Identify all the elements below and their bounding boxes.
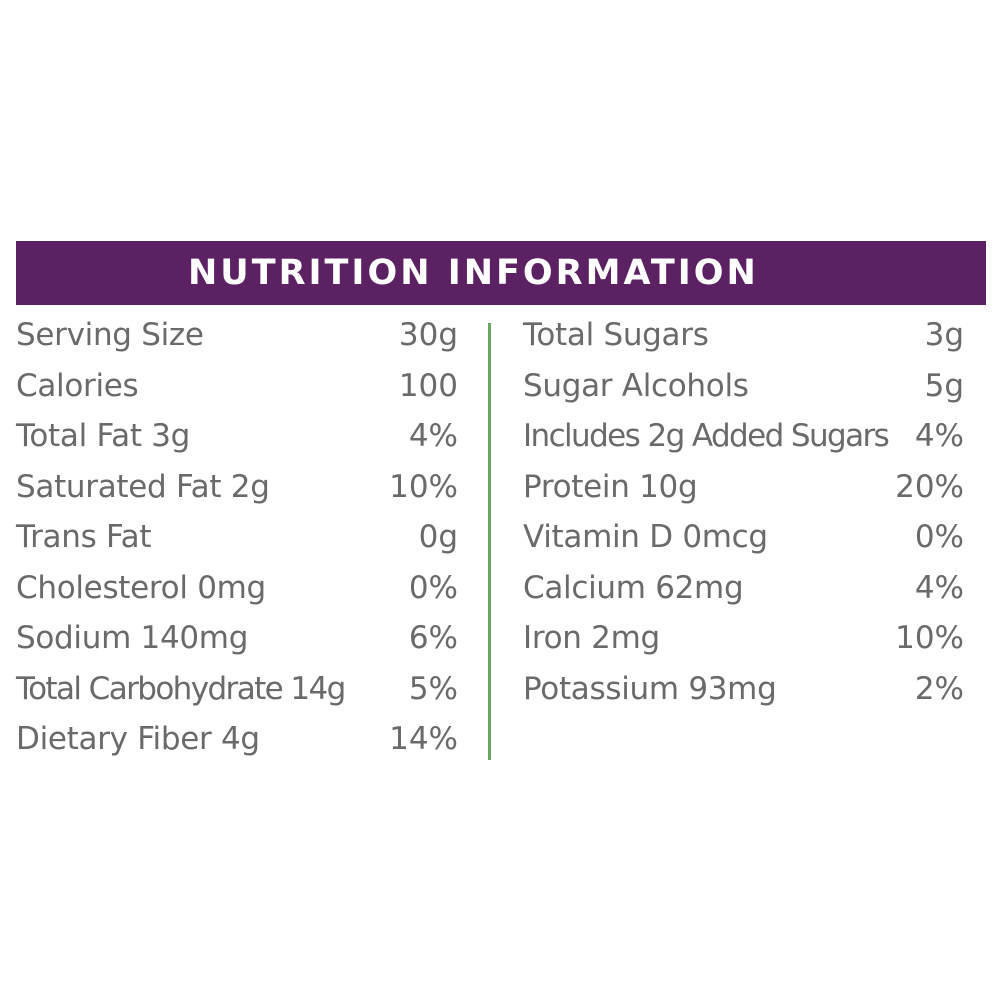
nutrient-value: 20% <box>895 468 964 505</box>
nutrient-label: Protein 10g <box>523 468 698 505</box>
nutrient-row-sodium: Sodium 140mg 6% <box>16 620 458 671</box>
nutrient-row-total-sugars: Total Sugars 3g <box>523 317 964 368</box>
nutrient-value: 10% <box>389 468 458 505</box>
nutrient-value: 4% <box>914 569 964 606</box>
nutrient-label: Calcium 62mg <box>523 569 744 606</box>
nutrient-value: 5% <box>408 670 458 707</box>
nutrient-row-sugar-alcohols: Sugar Alcohols 5g <box>523 368 964 419</box>
nutrient-row-total-carbohydrate: Total Carbohydrate 14g 5% <box>16 671 458 722</box>
nutrient-label: Sodium 140mg <box>16 620 249 656</box>
nutrient-label: Cholesterol 0mg <box>16 569 266 606</box>
nutrient-value: 0g <box>418 519 458 555</box>
nutrient-row-iron: Iron 2mg 10% <box>523 620 964 671</box>
nutrient-value: 0% <box>408 569 458 606</box>
nutrient-row-serving-size: Serving Size 30g <box>16 317 458 368</box>
nutrient-label: Serving Size <box>16 317 204 353</box>
nutrient-label: Saturated Fat 2g <box>16 468 270 505</box>
nutrient-row-calories: Calories 100 <box>16 368 458 419</box>
nutrient-value: 30g <box>398 317 458 353</box>
nutrient-value: 3g <box>924 317 964 353</box>
nutrient-label: Potassium 93mg <box>523 670 777 707</box>
nutrient-row-trans-fat: Trans Fat 0g <box>16 519 458 570</box>
nutrition-panel: NUTRITION INFORMATION Serving Size 30g C… <box>16 241 986 765</box>
nutrient-value: 6% <box>408 620 458 656</box>
nutrient-row-total-fat: Total Fat 3g 4% <box>16 418 458 469</box>
nutrient-label: Trans Fat <box>16 519 152 555</box>
nutrient-row-potassium: Potassium 93mg 2% <box>523 671 964 722</box>
nutrient-value: 4% <box>408 418 458 454</box>
nutrition-body: Serving Size 30g Calories 100 Total Fat … <box>16 305 986 765</box>
nutrient-label: Vitamin D 0mcg <box>523 519 768 555</box>
nutrient-label: Dietary Fiber 4g <box>16 721 260 757</box>
nutrient-label: Calories <box>16 367 139 404</box>
left-column: Serving Size 30g Calories 100 Total Fat … <box>16 317 458 772</box>
nutrient-value: 14% <box>389 721 458 757</box>
nutrient-row-saturated-fat: Saturated Fat 2g 10% <box>16 469 458 520</box>
nutrition-header: NUTRITION INFORMATION <box>16 241 986 305</box>
nutrient-row-cholesterol: Cholesterol 0mg 0% <box>16 570 458 621</box>
nutrient-label: Sugar Alcohols <box>523 367 749 404</box>
nutrient-row-calcium: Calcium 62mg 4% <box>523 570 964 621</box>
nutrient-label: Includes 2g Added Sugars <box>523 418 890 454</box>
nutrition-title: NUTRITION INFORMATION <box>188 252 759 293</box>
column-divider <box>488 323 491 760</box>
nutrient-label: Total Fat 3g <box>16 418 191 454</box>
nutrient-value: 5g <box>924 367 964 404</box>
nutrient-value: 4% <box>914 418 964 454</box>
nutrient-row-added-sugars: Includes 2g Added Sugars 4% <box>523 418 964 469</box>
nutrient-row-vitamin-d: Vitamin D 0mcg 0% <box>523 519 964 570</box>
right-column: Total Sugars 3g Sugar Alcohols 5g Includ… <box>523 317 964 721</box>
nutrient-row-dietary-fiber: Dietary Fiber 4g 14% <box>16 721 458 772</box>
nutrient-value: 10% <box>895 620 964 656</box>
nutrient-label: Iron 2mg <box>523 620 660 656</box>
nutrient-value: 100 <box>398 367 458 404</box>
nutrient-label: Total Sugars <box>523 317 709 353</box>
nutrient-row-protein: Protein 10g 20% <box>523 469 964 520</box>
nutrient-value: 2% <box>914 670 964 707</box>
nutrient-value: 0% <box>914 519 964 555</box>
nutrient-label: Total Carbohydrate 14g <box>16 670 346 707</box>
